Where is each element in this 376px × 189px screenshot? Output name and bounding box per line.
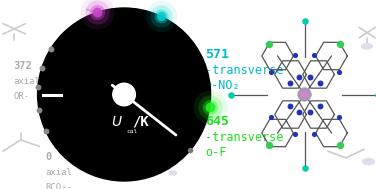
- Point: [267, 115, 273, 118]
- Point: [158, 15, 164, 18]
- Point: [317, 104, 323, 107]
- Point: [266, 42, 272, 45]
- Point: [375, 93, 376, 96]
- Point: [35, 85, 41, 88]
- Point: [48, 47, 54, 50]
- Text: axial: axial: [13, 77, 40, 86]
- Ellipse shape: [113, 83, 135, 106]
- Point: [207, 105, 213, 108]
- Point: [158, 15, 164, 18]
- Text: 527: 527: [114, 15, 138, 28]
- Point: [287, 82, 293, 85]
- Ellipse shape: [298, 88, 311, 101]
- Text: o-F: o-F: [205, 146, 226, 159]
- Point: [187, 149, 193, 152]
- Point: [158, 15, 164, 18]
- Text: cal: cal: [127, 129, 138, 134]
- Text: 645: 645: [205, 115, 229, 128]
- Point: [207, 105, 213, 108]
- Ellipse shape: [38, 8, 211, 181]
- Point: [311, 53, 317, 57]
- Point: [302, 20, 308, 23]
- Text: -transverse: -transverse: [205, 131, 283, 144]
- Text: p-NO₂: p-NO₂: [205, 79, 241, 92]
- Point: [207, 105, 213, 108]
- Point: [36, 108, 42, 111]
- Point: [266, 144, 272, 147]
- Point: [336, 71, 342, 74]
- Point: [39, 66, 45, 69]
- Point: [296, 75, 302, 78]
- Point: [302, 166, 308, 169]
- Point: [337, 144, 343, 147]
- Point: [307, 111, 313, 114]
- Text: F-: F-: [119, 46, 133, 59]
- Point: [267, 71, 273, 74]
- Text: OR-: OR-: [13, 92, 29, 101]
- Point: [293, 132, 299, 136]
- Text: RCO₂-: RCO₂-: [45, 183, 72, 189]
- Circle shape: [362, 159, 374, 165]
- Point: [336, 115, 342, 118]
- Circle shape: [362, 44, 372, 49]
- Point: [94, 11, 100, 14]
- Text: 571: 571: [205, 48, 229, 61]
- Point: [228, 93, 234, 96]
- Ellipse shape: [300, 90, 309, 99]
- Text: 0: 0: [45, 152, 52, 162]
- Point: [337, 42, 343, 45]
- Text: $U$: $U$: [111, 115, 123, 129]
- Text: /K: /K: [133, 115, 150, 129]
- Point: [293, 53, 299, 57]
- Point: [94, 11, 100, 14]
- Text: axial: axial: [45, 168, 72, 177]
- Point: [158, 15, 164, 18]
- Point: [94, 11, 100, 14]
- Point: [43, 129, 49, 132]
- Point: [311, 132, 317, 136]
- Circle shape: [169, 171, 177, 175]
- Text: axial: axial: [108, 31, 144, 44]
- Point: [317, 82, 323, 85]
- Point: [94, 11, 100, 14]
- Point: [287, 104, 293, 107]
- Point: [296, 111, 302, 114]
- Point: [207, 105, 213, 108]
- Text: 372: 372: [13, 61, 32, 71]
- Text: -transverse: -transverse: [205, 64, 283, 77]
- Point: [307, 75, 313, 78]
